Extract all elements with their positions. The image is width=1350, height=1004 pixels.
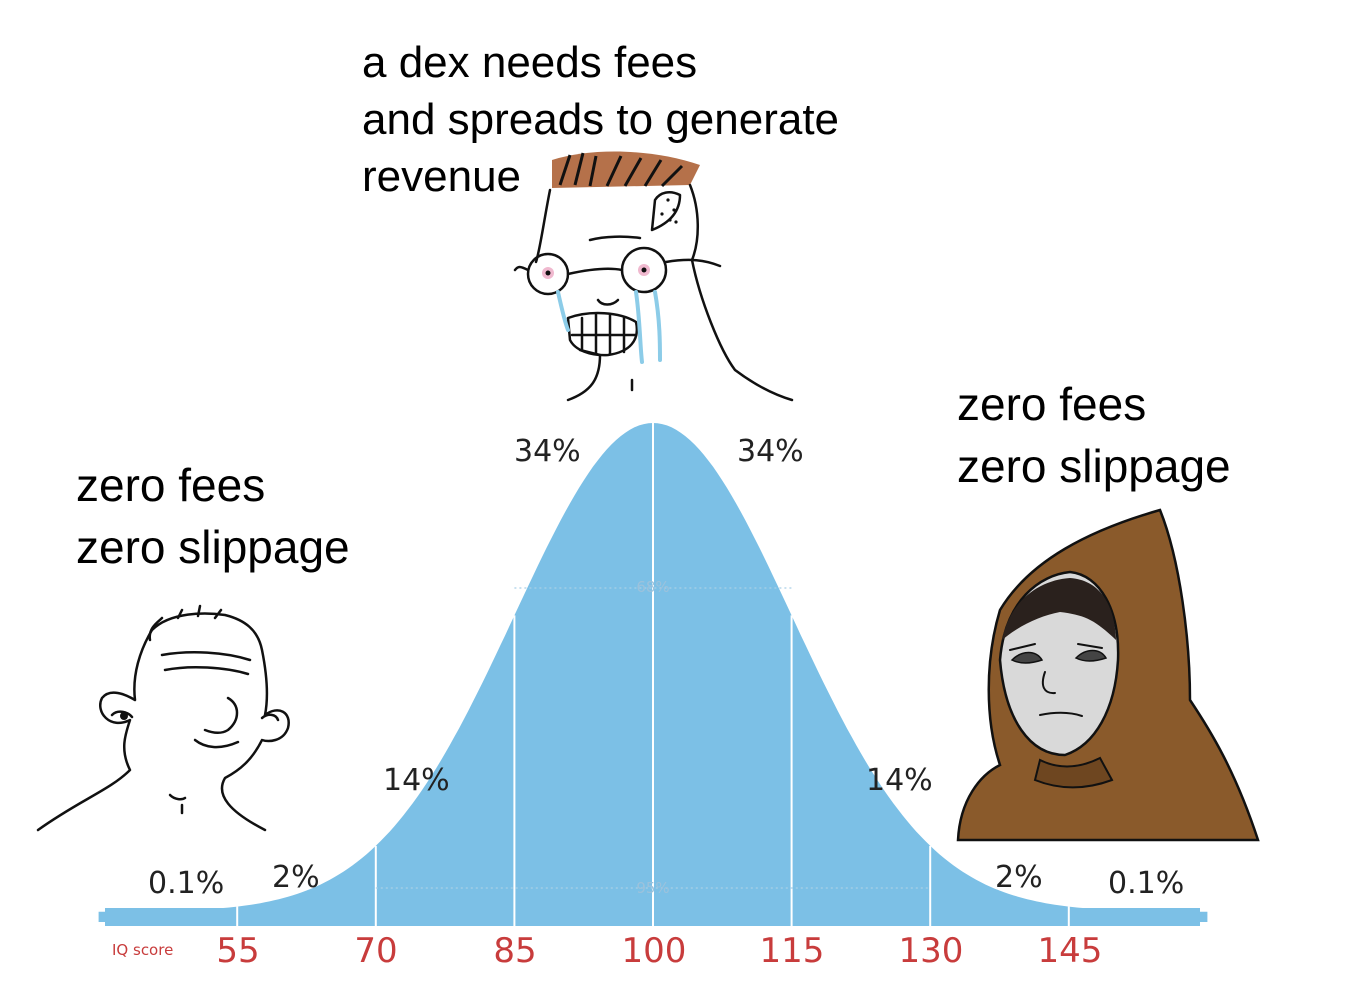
hooded-monk-icon: [956, 508, 1260, 842]
tick-label-100: 100: [622, 931, 687, 971]
pct-label-right-tail: 2%: [995, 860, 1043, 895]
band-label-68: 68%: [636, 578, 669, 596]
pct-label-left-mid: 14%: [383, 763, 450, 798]
tick-label-130: 130: [899, 931, 964, 971]
pct-label-far-left: 0.1%: [148, 866, 224, 901]
tick-label-85: 85: [493, 931, 536, 971]
band-label-95: 95%: [636, 879, 669, 897]
left-caption: zero fees zero slippage: [76, 459, 350, 573]
tick-label-115: 115: [760, 931, 825, 971]
x-axis-label: IQ score: [112, 941, 173, 959]
pct-label-left-tail: 2%: [272, 860, 320, 895]
top-caption: a dex needs fees and spreads to generate…: [362, 38, 840, 201]
wojak-smiling-icon: [36, 604, 290, 832]
pct-label-right-mid: 14%: [866, 763, 933, 798]
right-caption: zero fees zero slippage: [957, 378, 1231, 492]
tick-label-55: 55: [216, 931, 259, 971]
pct-label-left-center: 34%: [514, 434, 581, 469]
pct-label-far-right: 0.1%: [1108, 866, 1184, 901]
tick-label-145: 145: [1038, 931, 1103, 971]
tick-label-70: 70: [354, 931, 397, 971]
pct-label-right-center: 34%: [737, 434, 804, 469]
wojak-crying-nerd-icon: [513, 151, 794, 402]
